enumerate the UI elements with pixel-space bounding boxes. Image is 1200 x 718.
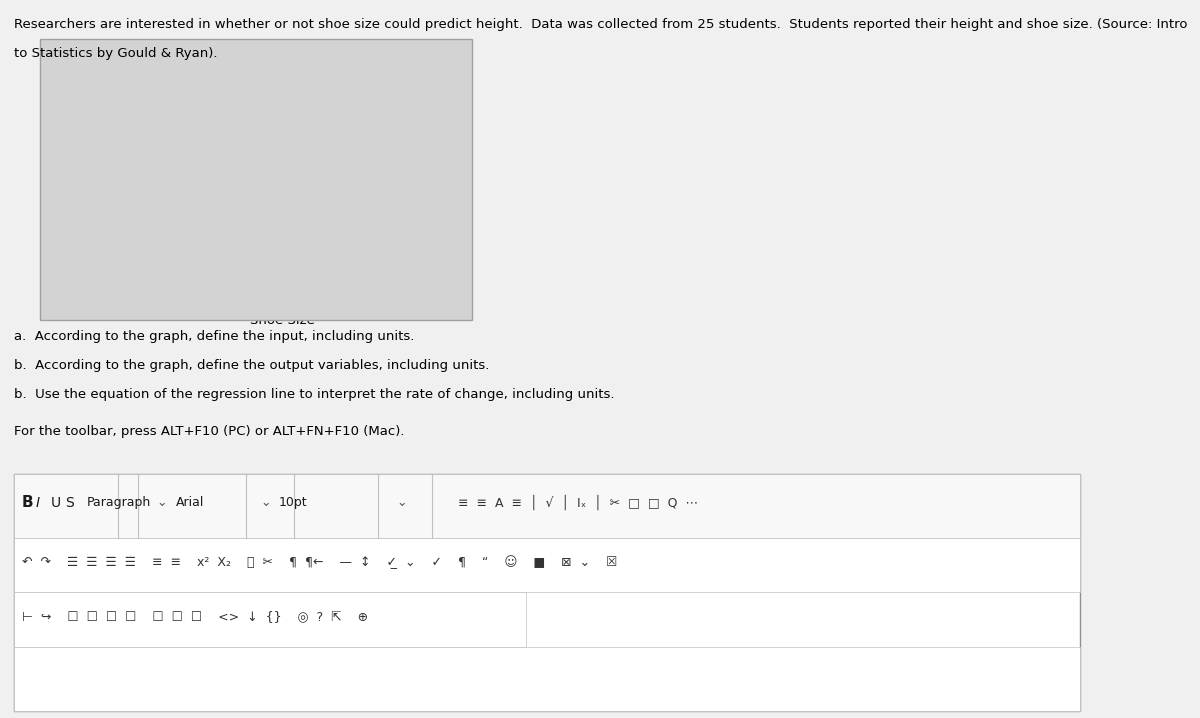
Text: Paragraph: Paragraph [86, 496, 151, 509]
Point [274, 215, 293, 227]
Point [194, 274, 214, 286]
Text: a.  According to the graph, define the input, including units.: a. According to the graph, define the in… [14, 330, 415, 343]
Point [136, 274, 155, 286]
Text: I: I [36, 495, 40, 510]
Text: ⌄: ⌄ [260, 496, 271, 509]
Point [410, 99, 430, 111]
Point [155, 245, 174, 256]
X-axis label: Shoe Size: Shoe Size [250, 314, 316, 327]
Text: ⌄: ⌄ [396, 496, 407, 509]
Point [234, 187, 253, 198]
Text: B: B [22, 495, 34, 510]
Text: 10pt: 10pt [278, 496, 307, 509]
Text: ⊢  ↪    ☐  ☐  ☐  ☐    ☐  ☐  ☐    <>  ↓  {}    ◎  ?  ⇱    ⊕: ⊢ ↪ ☐ ☐ ☐ ☐ ☐ ☐ ☐ <> ↓ {} ◎ ? ⇱ ⊕ [22, 610, 367, 623]
Point [293, 187, 312, 198]
Title: Height = 51.46 + 1.728 (Shoe Size): Height = 51.46 + 1.728 (Shoe Size) [137, 50, 428, 65]
Point [214, 245, 233, 256]
Point [253, 215, 272, 227]
Point [274, 201, 293, 213]
Text: For the toolbar, press ALT+F10 (PC) or ALT+FN+F10 (Mac).: For the toolbar, press ALT+F10 (PC) or A… [14, 425, 404, 438]
Text: ↶  ↷    ☰  ☰  ☰  ☰    ≡  ≡    x²  X₂    ⛓  ✂    ¶  ¶←    —  ↕    ✓̲  ⌄    ✓    ¶: ↶ ↷ ☰ ☰ ☰ ☰ ≡ ≡ x² X₂ ⛓ ✂ ¶ ¶← — ↕ ✓̲ ⌄ … [22, 556, 617, 569]
Y-axis label: Height (in inches): Height (in inches) [64, 118, 77, 237]
Point [274, 172, 293, 183]
Point [352, 128, 371, 139]
Point [371, 84, 390, 95]
Text: ⌄: ⌄ [156, 496, 167, 509]
Point [391, 187, 410, 198]
Text: U: U [50, 495, 60, 510]
Point [175, 172, 194, 183]
Point [293, 172, 312, 183]
Text: b.  Use the equation of the regression line to interpret the rate of change, inc: b. Use the equation of the regression li… [14, 388, 614, 401]
Text: ≡  ≡  A  ≡  │  √  │  Iₓ  │  ✂  □  □  Q  ⋯: ≡ ≡ A ≡ │ √ │ Iₓ │ ✂ □ □ Q ⋯ [458, 495, 698, 510]
Point [293, 157, 312, 169]
Point [352, 143, 371, 154]
Point [410, 99, 430, 111]
Point [234, 230, 253, 242]
Point [371, 99, 390, 111]
Text: b.  According to the graph, define the output variables, including units.: b. According to the graph, define the ou… [14, 359, 490, 372]
Text: to Statistics by Gould & Ryan).: to Statistics by Gould & Ryan). [14, 47, 218, 60]
Point [234, 259, 253, 271]
Text: Researchers are interested in whether or not shoe size could predict height.  Da: Researchers are interested in whether or… [14, 18, 1188, 31]
Text: S: S [65, 495, 73, 510]
Point [214, 215, 233, 227]
Point [253, 187, 272, 198]
Point [312, 245, 331, 256]
Text: Arial: Arial [176, 496, 205, 509]
